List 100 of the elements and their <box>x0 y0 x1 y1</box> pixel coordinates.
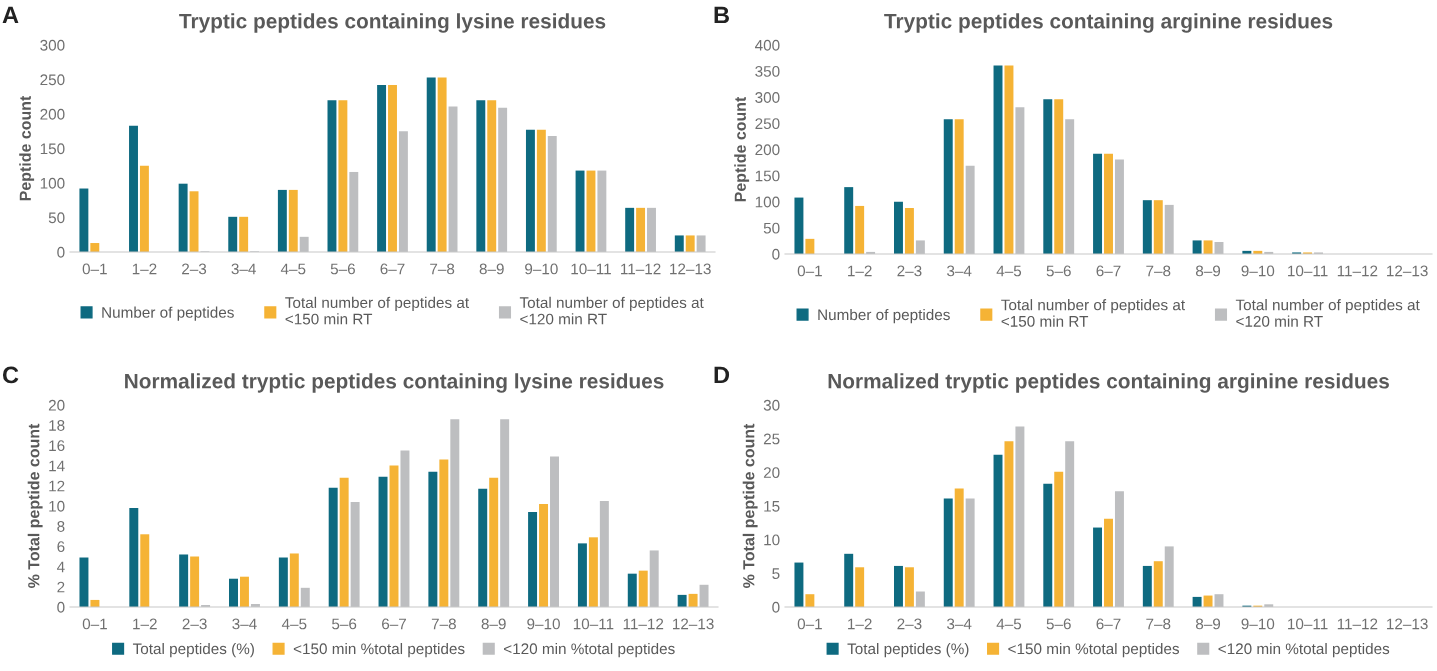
x-tick-label: 0–1 <box>82 618 107 630</box>
y-tick-label: 350 <box>755 65 780 77</box>
x-tick-label: 3–4 <box>232 618 257 630</box>
x-tick-label: 11–12 <box>623 618 664 630</box>
x-tick-label: 10–11 <box>571 263 611 275</box>
legend-label: Total peptides (%) <box>847 642 969 658</box>
y-axis-title: % Total peptide count <box>27 423 43 588</box>
y-tick-label: 30 <box>763 399 780 411</box>
y-axis-title: % Total peptide count <box>742 423 758 588</box>
x-tick-label: 8–9 <box>479 263 504 275</box>
x-tick-label: 8–9 <box>1195 618 1221 630</box>
y-tick-label: 4 <box>56 561 65 573</box>
x-tick-label: 7–8 <box>430 263 455 275</box>
x-tick-label: 3–4 <box>947 265 972 277</box>
y-tick-label: 0 <box>57 601 65 613</box>
y-tick-label: 20 <box>48 399 65 411</box>
x-tick-label: 4–5 <box>280 263 306 275</box>
y-tick-label: 0 <box>772 601 780 613</box>
x-tick-label: 5–6 <box>1046 265 1071 277</box>
y-tick-label: 6 <box>57 541 65 553</box>
y-tick-label: 8 <box>57 521 65 532</box>
x-tick-label: 6–7 <box>382 618 406 630</box>
x-tick-label: 2–3 <box>897 618 922 630</box>
y-axis-title: Peptide count <box>19 95 35 201</box>
chart-title: Normalized tryptic peptides containing arginine residues <box>828 373 1389 393</box>
chart-title: Tryptic peptides containing arginine residues <box>884 13 1333 33</box>
y-tick-label: 100 <box>40 177 65 189</box>
y-tick-label: 10 <box>49 500 65 512</box>
y-tick-label: 150 <box>40 143 65 155</box>
x-tick-label: 1–2 <box>848 618 872 630</box>
legend-label: Total number of peptides at <120 min RT <box>1235 299 1420 327</box>
legend-label: Total peptides (%) <box>132 642 254 658</box>
x-tick-label: 9–10 <box>527 618 560 630</box>
y-tick-label: 300 <box>755 92 780 103</box>
y-tick-label: 16 <box>49 440 65 452</box>
x-tick-label: 12–13 <box>673 618 714 630</box>
y-tick-label: 18 <box>49 420 65 431</box>
y-tick-label: 400 <box>755 39 780 51</box>
y-tick-label: 50 <box>48 212 65 224</box>
legend-label: <120 min %total peptides <box>1218 642 1390 658</box>
x-tick-label: 0–1 <box>797 265 822 277</box>
legend-label: Total number of peptides at <150 min RT <box>285 296 469 325</box>
y-tick-label: 250 <box>40 74 65 86</box>
x-tick-label: 8–9 <box>481 618 506 630</box>
x-tick-label: 12–13 <box>670 263 711 275</box>
x-tick-label: 6–7 <box>380 263 405 275</box>
x-tick-label: 1–2 <box>133 618 157 630</box>
legend-label: <120 min %total peptides <box>504 642 675 658</box>
x-tick-label: 10–11 <box>1288 265 1328 277</box>
legend-label: Number of peptides <box>102 306 234 321</box>
y-tick-label: 0 <box>57 246 65 258</box>
x-tick-label: 7–8 <box>1146 265 1171 277</box>
x-tick-label: 11–12 <box>1337 265 1378 277</box>
x-tick-label: 2–3 <box>897 265 922 277</box>
x-tick-label: 5–6 <box>332 618 357 630</box>
chart-title: Normalized tryptic peptides containing lysine residues <box>125 373 664 393</box>
chart-title: Tryptic peptides containing lysine residues <box>179 13 606 33</box>
x-tick-label: 5–6 <box>1046 618 1071 630</box>
x-tick-label: 5–6 <box>330 263 355 275</box>
x-tick-label: 12–13 <box>1387 618 1428 630</box>
y-tick-label: 14 <box>49 460 65 472</box>
legend-label: Total number of peptides at <150 min RT <box>1001 299 1185 327</box>
y-tick-label: 200 <box>755 144 780 156</box>
text: C <box>2 366 19 384</box>
y-tick-label: 20 <box>763 467 780 479</box>
x-tick-label: 7–8 <box>1146 618 1171 630</box>
x-tick-label: 11–12 <box>1337 618 1378 630</box>
y-tick-label: 12 <box>49 480 65 492</box>
x-tick-label: 9–10 <box>1241 618 1275 630</box>
y-tick-label: 50 <box>763 222 780 234</box>
x-tick-label: 1–2 <box>132 263 157 275</box>
x-tick-label: 11–12 <box>621 263 661 275</box>
x-tick-label: 3–4 <box>231 263 256 275</box>
text: A <box>2 6 19 24</box>
y-tick-label: 150 <box>755 170 780 182</box>
y-axis-title: Peptide count <box>734 96 750 202</box>
y-tick-label: 250 <box>755 118 780 130</box>
y-tick-label: 2 <box>57 581 65 593</box>
y-tick-label: 300 <box>40 39 65 51</box>
x-tick-label: 4–5 <box>996 265 1022 277</box>
legend-label: <150 min %total peptides <box>1008 642 1180 658</box>
y-tick-label: 0 <box>772 248 780 260</box>
legend-label: Total number of peptides at <120 min RT <box>519 296 704 325</box>
y-tick-label: 10 <box>764 534 780 546</box>
x-tick-label: 10–11 <box>573 618 614 630</box>
y-tick-label: 100 <box>755 196 780 208</box>
x-tick-label: 4–5 <box>281 618 307 630</box>
x-tick-label: 12–13 <box>1387 265 1428 277</box>
x-tick-label: 2–3 <box>182 263 207 275</box>
x-tick-label: 8–9 <box>1195 265 1221 277</box>
x-tick-label: 0–1 <box>82 263 107 275</box>
text: B <box>714 6 729 24</box>
x-tick-label: 9–10 <box>1241 265 1275 277</box>
x-tick-label: 4–5 <box>996 618 1022 630</box>
y-tick-label: 200 <box>40 108 65 120</box>
text: D <box>714 366 730 384</box>
x-tick-label: 2–3 <box>182 618 207 630</box>
legend-label: Number of peptides <box>818 308 950 324</box>
legend-label: <150 min %total peptides <box>293 642 465 658</box>
x-tick-label: 7–8 <box>431 618 456 630</box>
